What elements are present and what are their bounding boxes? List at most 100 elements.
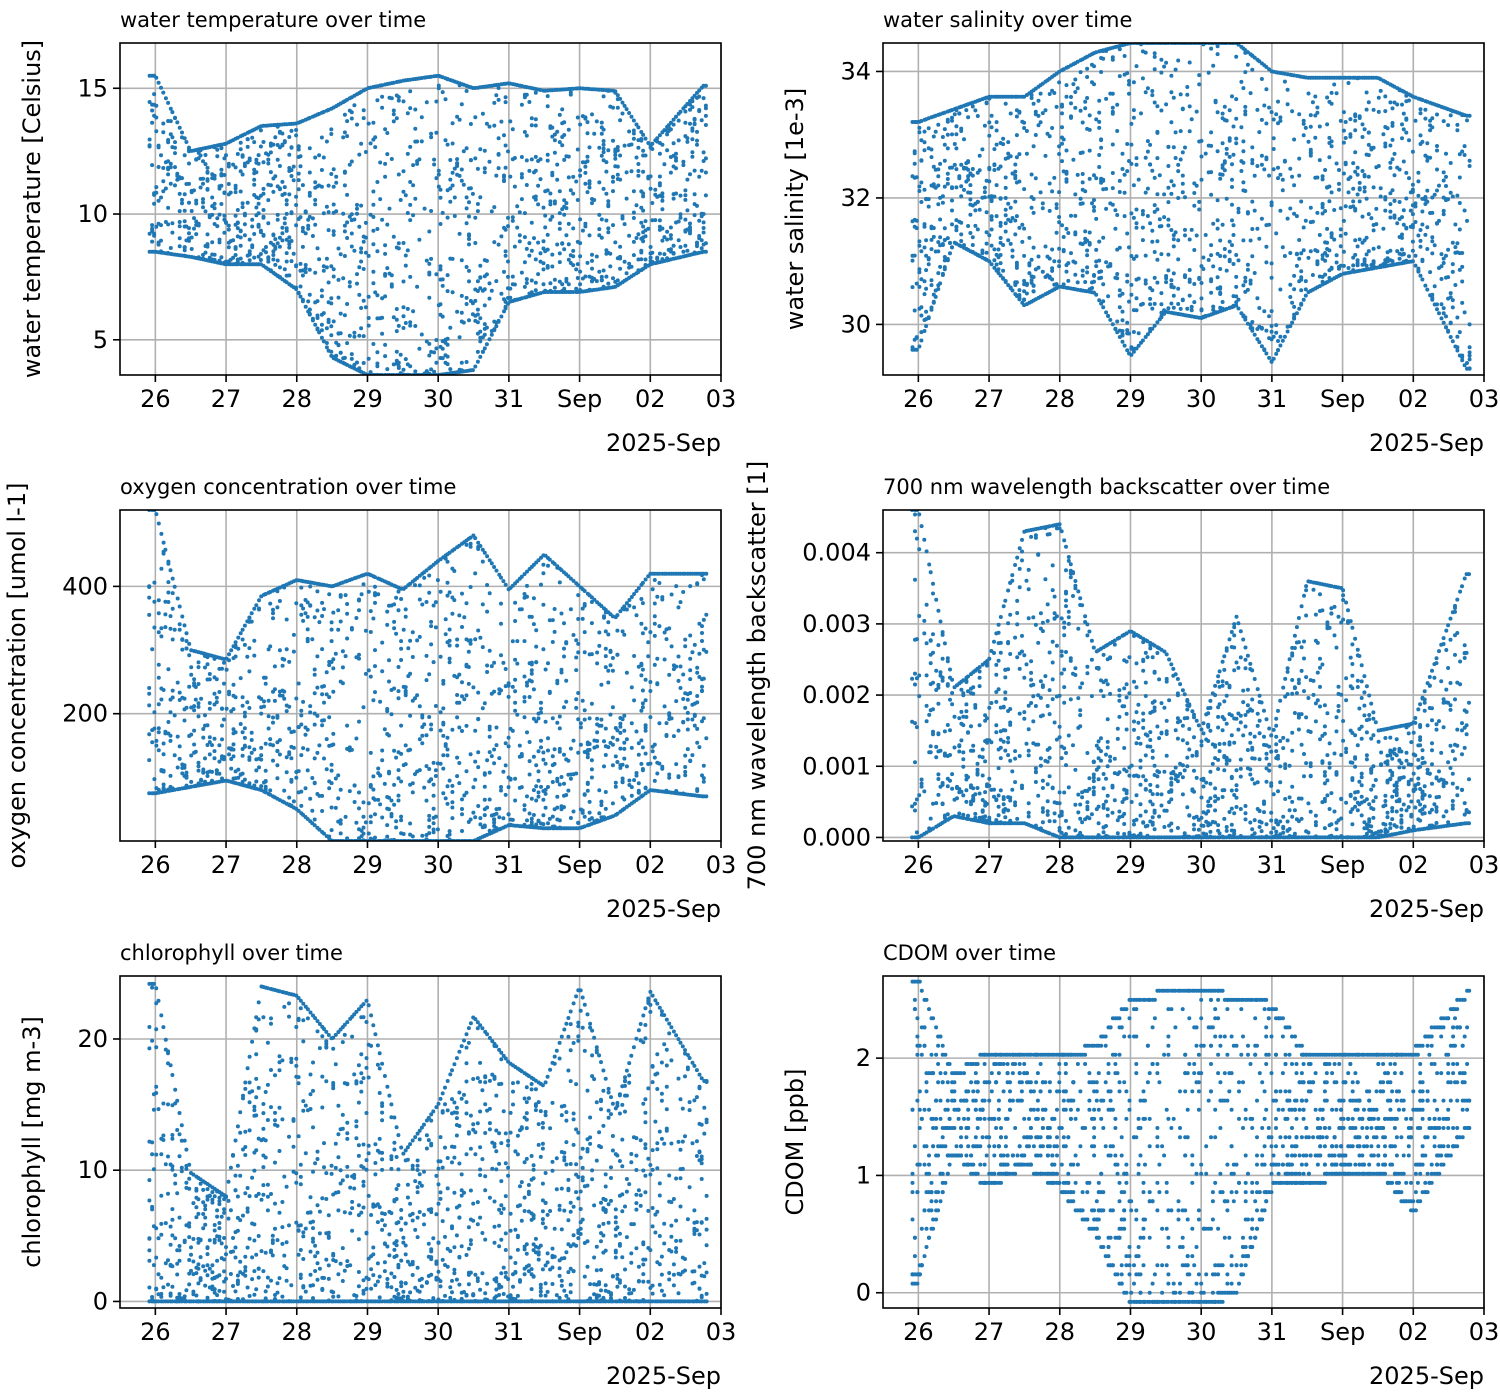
data-point bbox=[678, 109, 683, 114]
data-point bbox=[1057, 220, 1062, 225]
data-point bbox=[692, 121, 697, 126]
data-point bbox=[1397, 256, 1402, 261]
data-point bbox=[945, 177, 950, 181]
data-point bbox=[182, 208, 187, 213]
y-tick-label: 30 bbox=[840, 310, 871, 338]
data-point bbox=[1262, 347, 1267, 352]
data-point bbox=[1407, 254, 1411, 259]
data-point bbox=[683, 188, 688, 193]
data-point bbox=[982, 123, 987, 128]
data-point bbox=[291, 745, 296, 750]
data-point bbox=[575, 147, 580, 152]
data-point bbox=[300, 273, 305, 278]
data-point bbox=[1224, 118, 1229, 123]
data-point bbox=[914, 347, 919, 352]
data-point bbox=[1453, 222, 1458, 227]
data-point bbox=[685, 248, 690, 253]
data-point bbox=[161, 551, 166, 556]
data-point bbox=[1145, 86, 1150, 91]
data-point bbox=[357, 152, 362, 157]
data-point bbox=[1353, 128, 1358, 133]
data-point bbox=[989, 214, 994, 219]
data-point bbox=[338, 831, 343, 836]
data-point bbox=[1303, 218, 1308, 223]
data-point bbox=[662, 235, 667, 240]
data-point bbox=[219, 167, 224, 172]
data-point bbox=[1092, 82, 1096, 87]
data-point bbox=[992, 247, 997, 252]
data-point bbox=[1355, 165, 1360, 170]
data-point bbox=[256, 153, 261, 158]
data-point bbox=[1120, 318, 1125, 323]
data-point bbox=[291, 799, 296, 804]
data-point bbox=[1250, 145, 1255, 150]
data-point bbox=[697, 218, 702, 223]
data-point bbox=[357, 366, 362, 371]
data-point bbox=[271, 257, 276, 262]
data-point bbox=[429, 135, 434, 140]
data-point bbox=[1407, 176, 1411, 181]
data-point bbox=[1366, 130, 1371, 135]
data-point bbox=[527, 168, 532, 173]
data-point bbox=[594, 279, 599, 284]
data-point bbox=[263, 784, 268, 789]
data-point bbox=[303, 611, 308, 616]
data-point bbox=[1441, 208, 1446, 213]
data-point bbox=[496, 86, 501, 90]
data-point bbox=[1117, 245, 1122, 250]
data-point bbox=[240, 205, 245, 210]
data-point bbox=[1425, 287, 1430, 292]
data-point bbox=[408, 364, 413, 369]
data-point bbox=[919, 338, 924, 343]
data-point bbox=[1334, 253, 1339, 258]
data-point bbox=[578, 269, 583, 274]
data-point bbox=[1310, 273, 1315, 277]
data-point bbox=[226, 245, 231, 250]
data-point bbox=[383, 294, 388, 299]
data-point bbox=[1297, 238, 1302, 242]
data-point bbox=[1199, 138, 1204, 143]
data-point bbox=[1355, 263, 1360, 268]
data-point bbox=[599, 235, 604, 240]
data-point bbox=[564, 233, 569, 238]
data-point bbox=[1220, 222, 1225, 227]
data-point bbox=[1230, 94, 1234, 99]
data-point bbox=[938, 235, 943, 240]
data-point bbox=[1301, 133, 1306, 138]
data-point bbox=[342, 223, 347, 228]
data-point bbox=[226, 182, 231, 186]
data-point bbox=[219, 146, 224, 151]
data-point bbox=[1371, 259, 1376, 264]
data-point bbox=[294, 194, 299, 199]
data-point bbox=[366, 801, 371, 806]
data-point bbox=[1416, 266, 1421, 271]
data-point bbox=[187, 641, 192, 646]
data-point bbox=[968, 190, 973, 195]
data-point bbox=[1031, 283, 1036, 288]
data-point bbox=[233, 695, 238, 700]
data-point bbox=[922, 245, 927, 250]
data-point bbox=[1407, 138, 1411, 143]
data-point bbox=[1262, 309, 1267, 314]
data-point bbox=[1020, 239, 1025, 244]
data-point bbox=[1457, 152, 1462, 157]
data-point bbox=[1218, 290, 1223, 295]
data-point bbox=[954, 228, 959, 233]
data-point bbox=[413, 107, 418, 112]
data-point bbox=[492, 205, 497, 210]
data-point bbox=[264, 245, 268, 249]
data-point bbox=[373, 648, 377, 653]
data-point bbox=[429, 209, 434, 213]
x-tick-label: 30 bbox=[423, 385, 454, 413]
data-point bbox=[1073, 232, 1078, 237]
data-point bbox=[147, 585, 152, 589]
data-point bbox=[938, 217, 943, 222]
data-point bbox=[1110, 322, 1115, 327]
data-point bbox=[342, 130, 347, 135]
data-point bbox=[305, 727, 310, 732]
data-point bbox=[1097, 125, 1102, 130]
data-point bbox=[1164, 280, 1169, 285]
data-point bbox=[222, 660, 226, 665]
data-point bbox=[1008, 154, 1013, 159]
data-point bbox=[494, 173, 499, 178]
